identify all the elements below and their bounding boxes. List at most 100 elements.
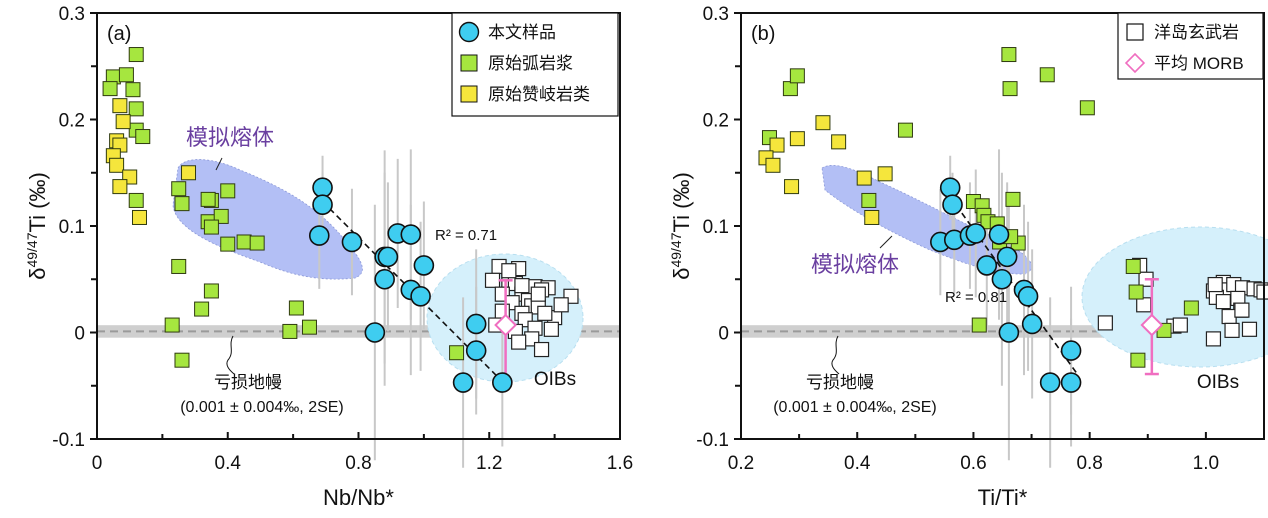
y-axis-label-prefix: δ — [669, 268, 694, 280]
arc-magma-point — [220, 183, 236, 199]
sample-point — [452, 372, 474, 393]
legend-label: 原始弧岩浆 — [488, 54, 573, 73]
x-tick-label: 0.4 — [215, 453, 242, 474]
oib-point — [514, 278, 530, 294]
arc-magma-point — [1125, 258, 1141, 274]
x-tick-label: 1.6 — [607, 453, 633, 474]
oib-point — [1207, 276, 1223, 293]
arc-magma-point — [236, 234, 252, 250]
oib-point — [511, 334, 527, 350]
arc-magma-point — [128, 192, 144, 208]
sample-point — [465, 313, 487, 335]
oib-point — [1097, 315, 1113, 331]
arc-magma-point — [789, 68, 805, 84]
sample-point — [400, 224, 422, 245]
sanukitoid-point — [765, 157, 781, 173]
sanukitoid-point — [877, 166, 893, 182]
x-tick-label: 0.8 — [1076, 453, 1102, 474]
arc-magma-point — [174, 196, 190, 212]
arc-magma-point — [118, 67, 134, 83]
mantle-leader — [226, 335, 235, 375]
sample-point — [1039, 372, 1061, 393]
y-tick-label: 0.3 — [703, 4, 729, 25]
oib-point — [1215, 294, 1231, 310]
sanukitoid-point — [864, 209, 880, 225]
arc-magma-point — [301, 319, 317, 335]
sample-point — [939, 177, 961, 198]
sanukitoid-point — [131, 209, 147, 225]
arc-magma-point — [1002, 81, 1018, 97]
sample-point — [998, 322, 1020, 343]
y-axis-label: δ49/47Ti (‰) — [24, 172, 50, 280]
oib-point — [1136, 297, 1152, 313]
x-axis-label: Nb/Nb* — [323, 485, 394, 510]
arc-magma-point — [861, 192, 877, 208]
sanukitoid-point — [112, 98, 128, 114]
panel-label: (b) — [751, 23, 775, 45]
y-axis-label-sup: 49/47 — [668, 232, 684, 267]
oib-point — [533, 341, 550, 358]
sample-point — [942, 194, 963, 215]
legend-square-icon — [460, 54, 478, 72]
arc-magma-point — [194, 301, 210, 317]
panel-a: 0 0.4 0.8 1.2 1.6 -0.1 0 0.1 0.2 0.3 Nb/Nb* δ49/47T… — [24, 4, 633, 510]
mantle-value: (0.001 ± 0.004‰, 2SE) — [180, 399, 344, 416]
oib-point — [1234, 302, 1250, 318]
arc-magma-point — [782, 81, 798, 97]
y-tick-label: -0.1 — [52, 430, 85, 451]
oib-point — [1205, 331, 1222, 347]
y-tick-label: 0.2 — [703, 111, 729, 132]
sample-point — [377, 246, 399, 268]
arc-magma-point — [135, 129, 151, 145]
legend-circle-icon — [458, 21, 480, 43]
sample-point — [1021, 313, 1043, 335]
arc-magma-point — [1039, 67, 1055, 83]
sample-point — [341, 231, 363, 253]
oib-point — [543, 321, 559, 337]
x-axis-label: Ti/Ti* — [978, 485, 1028, 510]
sanukitoid-point — [831, 134, 847, 150]
sanukitoid-point — [784, 179, 800, 195]
x-tick-label: 0 — [92, 453, 103, 474]
arc-magma-point — [282, 323, 298, 339]
arc-magma-point — [1128, 284, 1144, 300]
arc-magma-point — [449, 345, 465, 361]
oib-point — [1172, 317, 1188, 333]
arc-magma-point — [1001, 47, 1017, 63]
y-axis-label-prefix: δ — [25, 268, 50, 280]
y-axis-label-sup: 49/47 — [24, 232, 40, 267]
oib-point — [484, 272, 501, 288]
arc-magma-point — [897, 122, 913, 138]
sample-point — [492, 372, 513, 393]
oib-point — [1224, 322, 1240, 338]
arc-magma-point — [171, 181, 187, 197]
arc-magma-point — [249, 235, 265, 251]
sample-point — [965, 223, 987, 244]
x-tick-label: 1.2 — [476, 453, 502, 474]
sample-point — [364, 322, 386, 343]
oib-point — [1241, 321, 1258, 337]
sample-point — [991, 268, 1013, 290]
simulated-melt-field — [821, 164, 1033, 275]
sanukitoid-point — [815, 115, 831, 131]
sample-point — [988, 224, 1010, 245]
melt-label-leader — [215, 157, 223, 171]
sample-point — [308, 225, 330, 246]
panel-label: (a) — [107, 23, 131, 45]
oib-label: OIBs — [534, 369, 576, 390]
melt-label-leader — [879, 235, 893, 249]
y-tick-label: 0.1 — [703, 217, 729, 238]
y-axis-label: δ49/47Ti (‰) — [668, 172, 694, 280]
y-tick-label: 0 — [74, 324, 85, 345]
arc-magma-point — [1079, 100, 1095, 116]
y-tick-label: 0.1 — [59, 217, 85, 238]
r-squared-label: R² = 0.81 — [945, 289, 1007, 306]
melt-label: 模拟熔体 — [811, 252, 899, 277]
y-axis-label-suffix: Ti (‰) — [669, 172, 694, 232]
legend-label: 原始赞岐岩类 — [488, 85, 590, 104]
x-tick-label: 0.2 — [728, 453, 754, 474]
sample-point — [465, 340, 487, 361]
y-tick-label: 0 — [718, 324, 729, 345]
